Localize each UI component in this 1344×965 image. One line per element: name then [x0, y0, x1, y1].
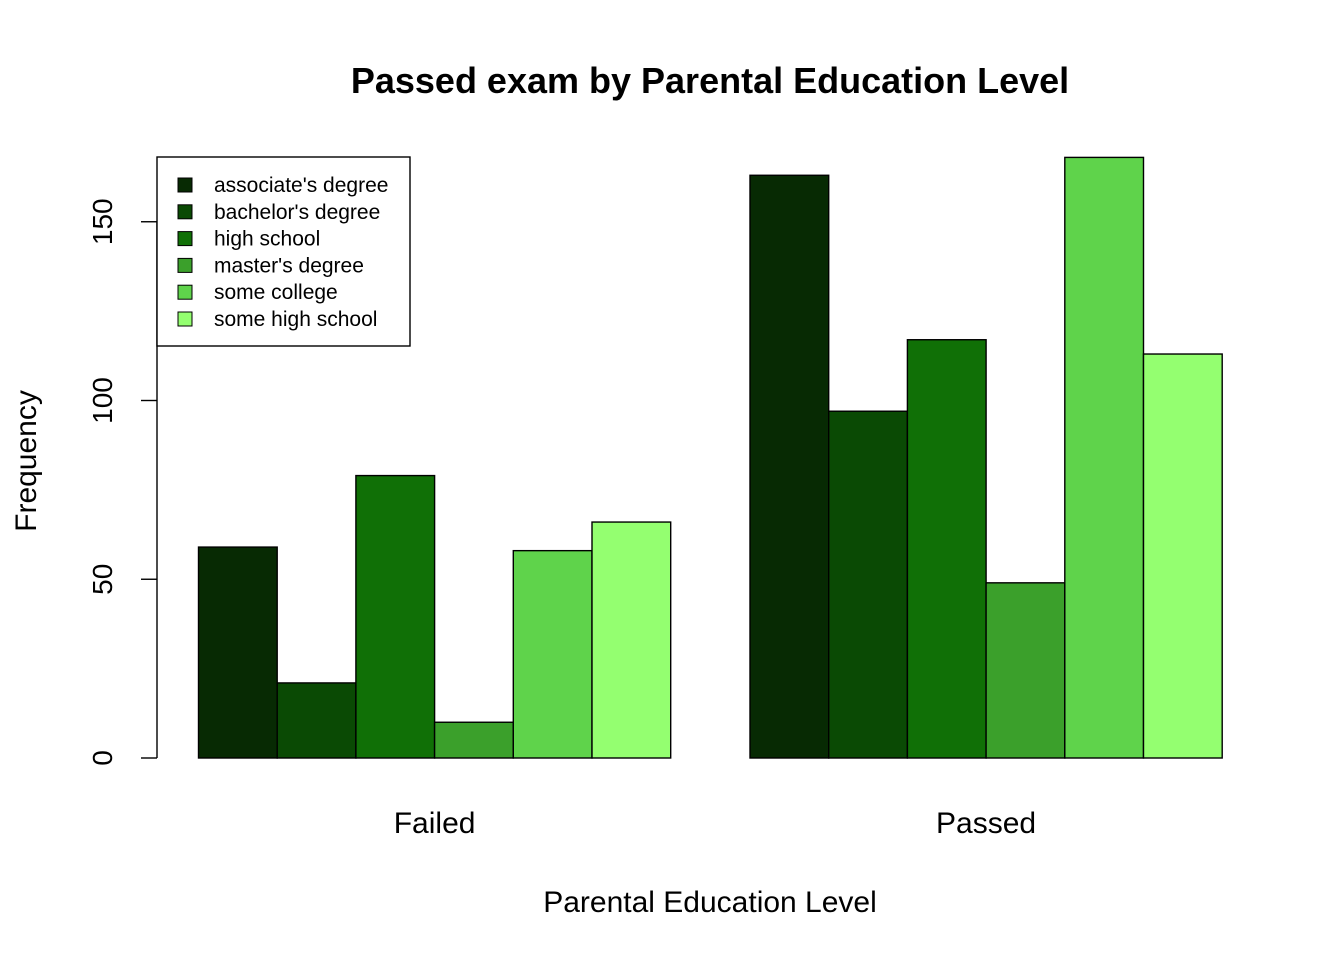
legend-swatch	[177, 284, 193, 300]
bar	[591, 521, 672, 759]
bar	[1064, 156, 1145, 759]
legend-label: high school	[214, 228, 320, 251]
x-tick-label: Failed	[394, 807, 476, 840]
legend-label: associate's degree	[214, 174, 388, 197]
x-axis-label: Parental Education Level	[543, 886, 877, 919]
chart-title: Passed exam by Parental Education Level	[351, 60, 1069, 101]
bar	[197, 546, 278, 759]
y-tick-label: 150	[87, 198, 118, 245]
y-tick-label: 0	[87, 750, 118, 766]
bar	[749, 174, 830, 759]
bar	[906, 339, 987, 759]
legend-box	[156, 156, 411, 347]
legend-label: some college	[214, 281, 338, 304]
bar	[276, 682, 357, 759]
legend-label: bachelor's degree	[214, 201, 380, 224]
bars-group	[197, 156, 1223, 759]
x-tick-label: Passed	[936, 807, 1036, 840]
bar	[1142, 353, 1223, 759]
legend-swatch	[177, 231, 193, 247]
legend-label: some high school	[214, 308, 377, 331]
legend: associate's degree bachelor's degree high …	[156, 156, 411, 347]
bar	[433, 721, 515, 759]
bar	[355, 474, 436, 759]
legend-swatch	[177, 311, 193, 327]
bar	[985, 582, 1066, 759]
legend-swatch	[177, 257, 193, 273]
legend-swatch	[177, 177, 193, 193]
y-tick-label: 100	[87, 377, 118, 424]
y-axis: 0 50 100 150	[87, 198, 158, 766]
y-axis-label: Frequency	[10, 390, 43, 532]
x-tick-labels: Failed Passed	[394, 807, 1036, 840]
bar	[512, 549, 593, 759]
y-tick-label: 50	[87, 564, 118, 595]
bar	[828, 410, 909, 759]
legend-swatch	[177, 204, 193, 220]
legend-label: master's degree	[214, 254, 364, 277]
